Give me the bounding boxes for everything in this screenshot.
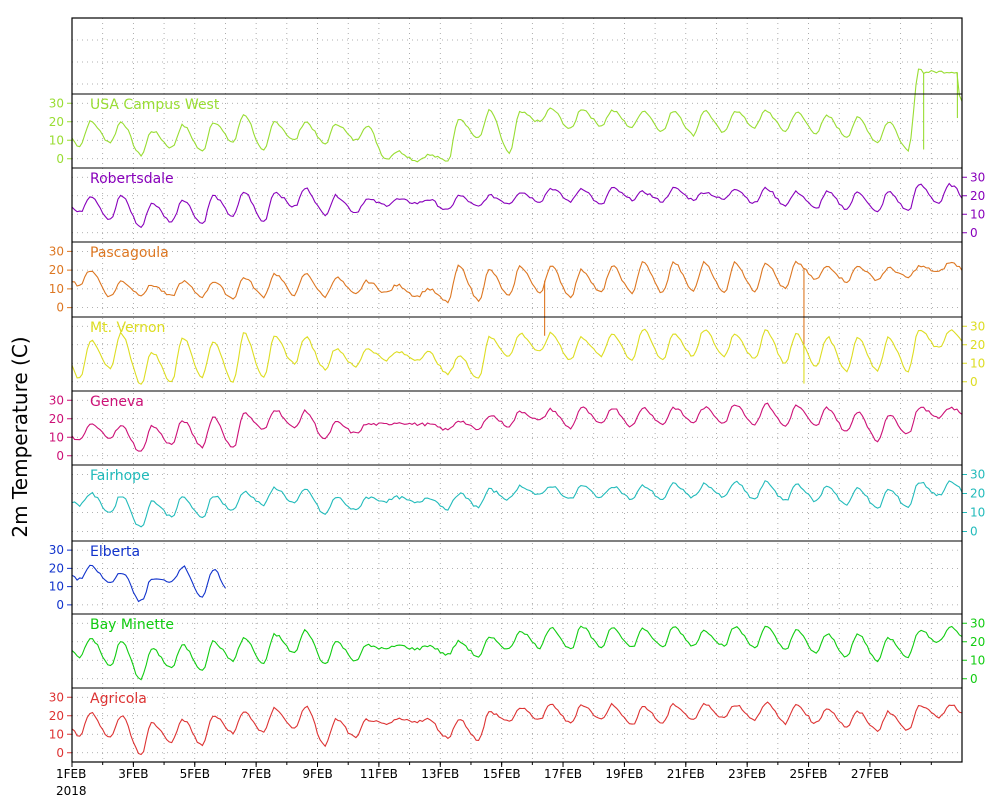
x-tick-label: 15FEB <box>483 767 521 781</box>
y-tick-label: 0 <box>56 598 64 612</box>
y-tick-label: 10 <box>970 356 985 370</box>
x-tick-label: 21FEB <box>667 767 705 781</box>
y-tick-label: 10 <box>49 580 64 594</box>
y-tick-label: 30 <box>970 170 985 184</box>
axes-layer: 1FEB 3FEB 5FEB 7FEB 9FEB 11FEB 13FEB 15FEB 17FEB… <box>56 17 963 781</box>
x-tick-label: 27FEB <box>851 767 889 781</box>
series-label: Agricola <box>90 691 147 707</box>
y-tick-label: 10 <box>49 430 64 444</box>
station-panel: Geneva 0 10 20 30 <box>49 393 963 463</box>
series-line <box>71 328 963 385</box>
y-tick-label: 20 <box>970 189 985 203</box>
y-tick-label: 0 <box>970 672 978 686</box>
x-tick-label: 5FEB <box>180 767 210 781</box>
y-tick-label: 20 <box>970 338 985 352</box>
y-tick-label: 20 <box>49 263 64 277</box>
y-tick-label: 20 <box>49 561 64 575</box>
y-tick-label: 20 <box>49 412 64 426</box>
x-tick-label: 23FEB <box>728 767 766 781</box>
y-tick-label: 0 <box>56 746 64 760</box>
x-tick-label: 9FEB <box>302 767 332 781</box>
y-tick-label: 30 <box>49 543 64 557</box>
x-tick-label: 17FEB <box>544 767 582 781</box>
station-panel: USA Campus West 0 10 20 30 <box>49 68 963 166</box>
series-label: Mt. Vernon <box>90 320 165 336</box>
y-tick-label: 10 <box>49 282 64 296</box>
y-tick-label: 30 <box>970 616 985 630</box>
y-tick-label: 10 <box>49 133 64 147</box>
station-panel: Fairhope 0 10 20 30 <box>71 468 985 539</box>
panels-layer: USA Campus West 0 10 20 30 Robertsdale 0 10 20 30… <box>49 68 985 760</box>
y-tick-label: 30 <box>49 393 64 407</box>
series-line <box>71 402 963 452</box>
series-line <box>71 480 963 528</box>
x-tick-label: 3FEB <box>118 767 148 781</box>
station-panel: Robertsdale 0 10 20 30 <box>71 170 985 240</box>
station-panel: Elberta 0 10 20 30 <box>49 543 226 612</box>
x-tick-label: 1FEB <box>56 767 86 781</box>
series-line <box>71 701 963 756</box>
y-tick-label: 30 <box>970 468 985 482</box>
y-tick-label: 20 <box>970 635 985 649</box>
series-label: Elberta <box>90 544 140 560</box>
y-axis-label: 2m Temperature (C) <box>8 336 32 537</box>
x-tick-label: 7FEB <box>241 767 271 781</box>
grid-layer <box>72 18 962 762</box>
x-tick-label: 11FEB <box>360 767 398 781</box>
y-tick-label: 10 <box>970 207 985 221</box>
plot-frame <box>71 17 963 763</box>
y-tick-label: 0 <box>56 152 64 166</box>
series-line <box>71 68 963 163</box>
series-label: Bay Minette <box>90 617 174 633</box>
x-tick-label: 13FEB <box>421 767 459 781</box>
y-tick-label: 20 <box>970 487 985 501</box>
y-tick-label: 30 <box>49 244 64 258</box>
y-tick-label: 20 <box>49 115 64 129</box>
y-tick-label: 0 <box>970 525 978 539</box>
y-tick-label: 30 <box>49 690 64 704</box>
station-panel: Bay Minette 0 10 20 30 <box>71 616 985 686</box>
y-tick-label: 0 <box>56 449 64 463</box>
y-tick-label: 0 <box>970 375 978 389</box>
station-panel: Agricola 0 10 20 30 <box>49 690 963 760</box>
y-tick-label: 10 <box>49 727 64 741</box>
y-tick-label: 10 <box>970 653 985 667</box>
series-line <box>71 564 226 603</box>
station-panel: Pascagoula 0 10 20 30 <box>49 244 963 355</box>
series-label: Pascagoula <box>90 245 169 261</box>
y-tick-label: 0 <box>56 301 64 315</box>
series-label: Geneva <box>90 394 144 410</box>
x-tick-label: 25FEB <box>790 767 828 781</box>
x-tick-label: 19FEB <box>605 767 643 781</box>
y-tick-label: 30 <box>970 319 985 333</box>
y-tick-label: 0 <box>970 226 978 240</box>
y-tick-label: 30 <box>49 96 64 110</box>
series-label: USA Campus West <box>90 97 220 113</box>
series-label: Fairhope <box>90 468 150 484</box>
x-year-label: 2018 <box>56 784 87 798</box>
series-line <box>71 260 963 304</box>
y-tick-label: 20 <box>49 709 64 723</box>
station-panel: Mt. Vernon 0 10 20 30 <box>71 319 985 389</box>
series-line <box>71 625 963 681</box>
series-label: Robertsdale <box>90 171 174 187</box>
y-tick-label: 10 <box>970 506 985 520</box>
series-line <box>71 182 963 229</box>
